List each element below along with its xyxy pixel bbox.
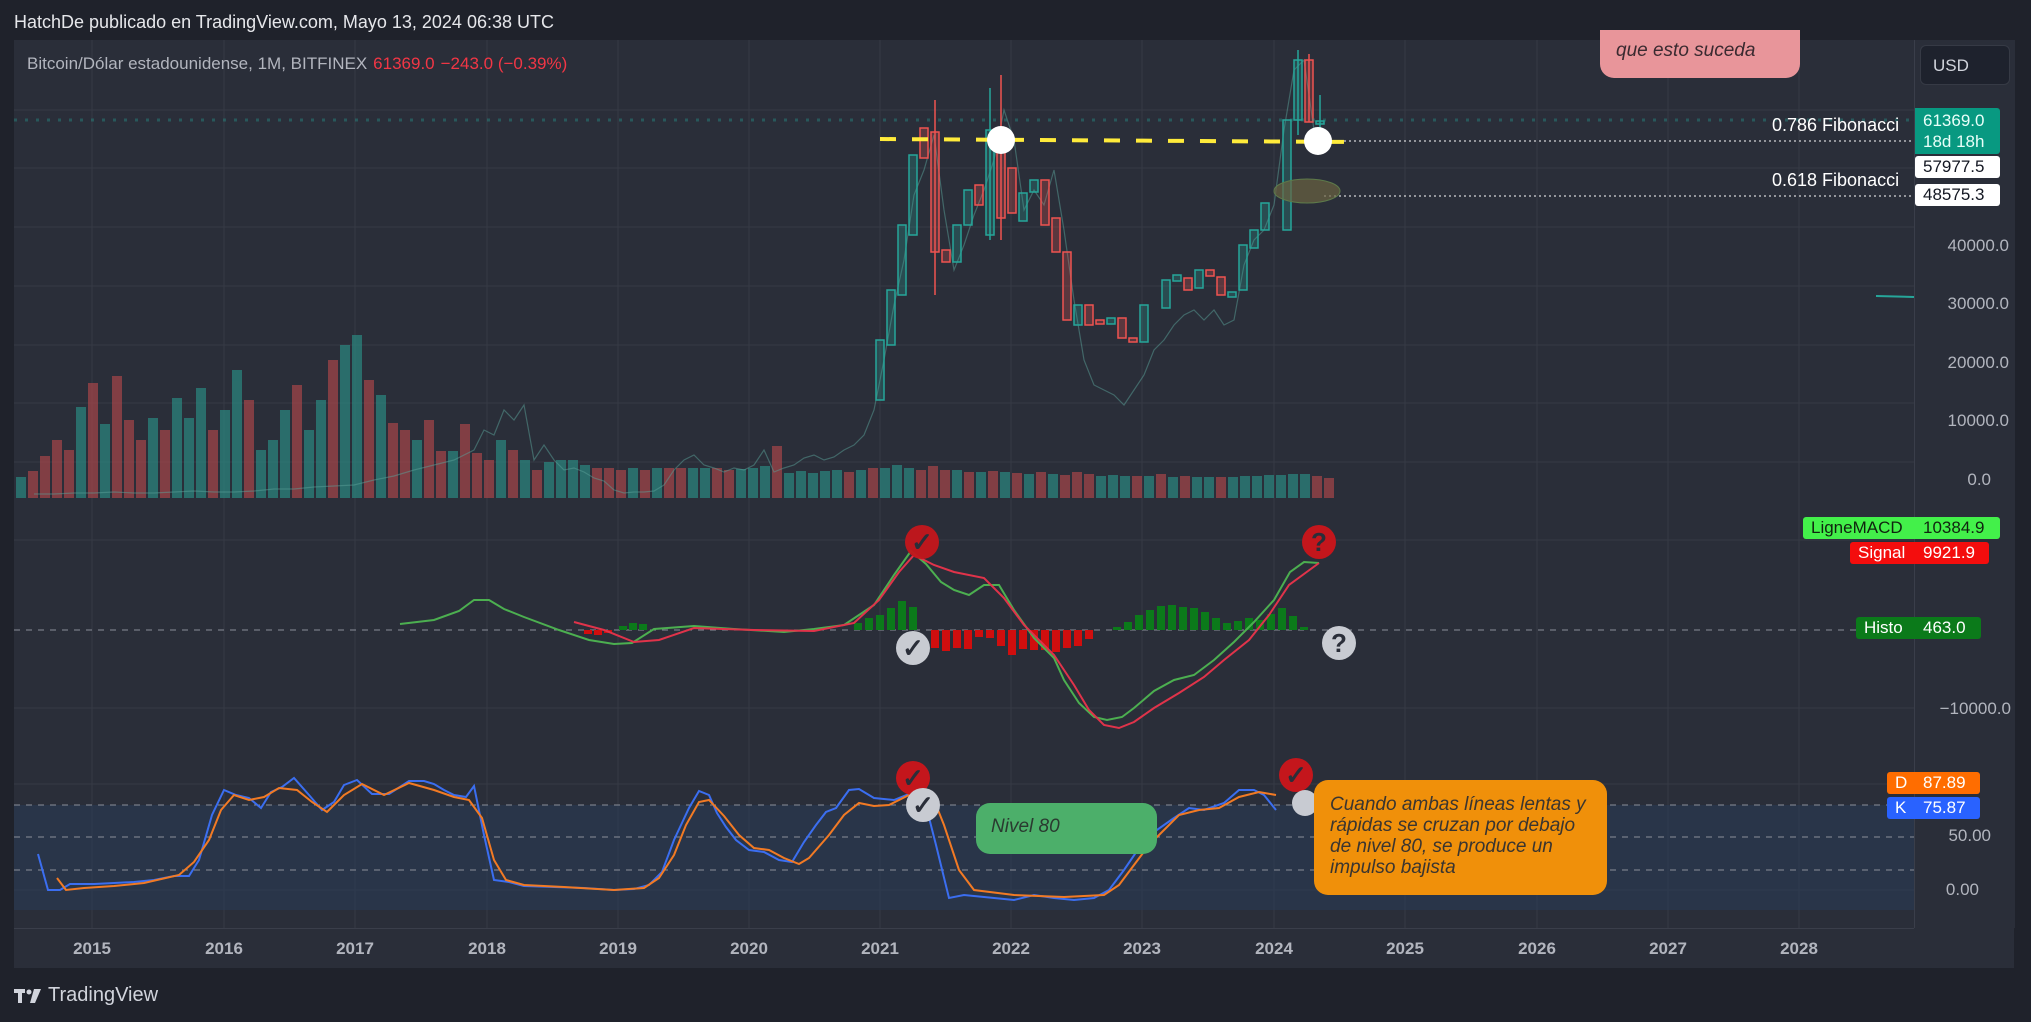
bar-countdown: 18d 18h — [1923, 132, 1985, 151]
stoch-tick-50: 50.00 — [1948, 826, 1991, 845]
x-tick: 2024 — [1255, 939, 1293, 958]
stoch-k-label: K — [1887, 797, 1915, 819]
question-icon-macd-red: ? — [1302, 525, 1336, 559]
signal-value: 9921.9 — [1915, 542, 1989, 564]
time-axis[interactable]: 2015 2016 2017 2018 2019 2020 2021 2022 … — [14, 928, 1914, 969]
note-level80-text: Nivel 80 — [991, 816, 1060, 837]
x-tick: 2023 — [1123, 939, 1161, 958]
currency-button[interactable]: USD — [1920, 45, 2010, 85]
last-price-tag: 61369.0 18d 18h — [1915, 108, 2000, 154]
x-tick: 2021 — [861, 939, 899, 958]
x-tick: 2026 — [1518, 939, 1556, 958]
stoch-tick-0: 0.00 — [1945, 880, 1979, 899]
check-icon-macd: ✓ — [896, 631, 930, 665]
touch-circle-2024 — [1304, 127, 1332, 155]
histo-label: Histo — [1856, 617, 1915, 639]
stoch-k-value: 75.87 — [1915, 797, 1980, 819]
fib786-price-tag: 57977.5 — [1915, 156, 2000, 178]
price-tick-0: 0.0 — [1967, 470, 1991, 489]
x-tick: 2016 — [205, 939, 243, 958]
fib618-highlight — [1273, 178, 1341, 204]
check-icon-stoch-2024: ✓ — [1279, 758, 1313, 792]
brand-text: TradingView — [48, 984, 159, 1006]
cross-mark-icon-macd-peak: ✓ — [905, 525, 939, 559]
stoch-d-value: 87.89 — [1915, 772, 1980, 794]
tradingview-logo-icon — [14, 988, 41, 1003]
signal-label: Signal — [1850, 542, 1915, 564]
note-level80[interactable]: Nivel 80 — [976, 803, 1157, 854]
x-tick: 2020 — [730, 939, 768, 958]
macd-line-label: LigneMACD — [1803, 517, 1915, 539]
symbol-name: Bitcoin/Dólar estadounidense, 1M, BITFIN… — [27, 54, 368, 73]
x-tick: 2019 — [599, 939, 637, 958]
macd-line-value: 10384.9 — [1915, 517, 2000, 539]
symbol-change: −243.0 (−0.39%) — [440, 54, 568, 73]
price-tick-20000: 20000.0 — [1947, 353, 2009, 372]
price-tick-40000: 40000.0 — [1947, 236, 2009, 255]
x-tick: 2022 — [992, 939, 1030, 958]
fib786-label: 0.786 Fibonacci — [1772, 115, 1900, 135]
histo-value: 463.0 — [1915, 617, 1981, 639]
note-top-pink[interactable]: que esto suceda — [1600, 30, 1800, 78]
symbol-legend[interactable]: Bitcoin/Dólar estadounidense, 1M, BITFIN… — [27, 54, 567, 74]
check-icon-stoch-grey: ✓ — [906, 788, 940, 822]
price-candles — [34, 50, 1914, 495]
stoch-d-line — [56, 781, 1277, 899]
x-tick: 2015 — [73, 939, 111, 958]
signal-line — [573, 553, 1320, 730]
fib618-price-tag: 48575.3 — [1915, 184, 2000, 206]
volume-bars — [16, 335, 1334, 498]
note-top-text: que esto suceda — [1616, 40, 1756, 61]
note-stoch-explanation[interactable]: Cuando ambas líneas lentas y rápidas se … — [1314, 780, 1607, 895]
price-tick-30000: 30000.0 — [1947, 294, 2009, 313]
macd-histogram — [584, 601, 1308, 655]
x-tick: 2027 — [1649, 939, 1687, 958]
fib618-label: 0.618 Fibonacci — [1772, 170, 1900, 190]
x-tick: 2025 — [1386, 939, 1424, 958]
marker-icon-stoch-2024 — [1292, 790, 1318, 816]
touch-circle-2021 — [987, 126, 1015, 154]
question-icon-macd-grey: ? — [1322, 626, 1356, 660]
macd-line — [399, 549, 1320, 722]
symbol-last: 61369.0 — [373, 54, 435, 73]
stoch-d-label: D — [1887, 772, 1915, 794]
x-tick: 2018 — [468, 939, 506, 958]
x-tick: 2017 — [336, 939, 374, 958]
macd-tick-neg10000: −10000.0 — [1939, 699, 2011, 718]
tradingview-brand[interactable]: TradingView — [14, 984, 158, 1007]
note-stoch-text: Cuando ambas líneas lentas y rápidas se … — [1330, 794, 1586, 878]
chart-plot[interactable] — [14, 40, 1914, 928]
price-tick-10000: 10000.0 — [1947, 411, 2009, 430]
publish-info: HatchDe publicado en TradingView.com, Ma… — [14, 12, 554, 32]
x-tick: 2028 — [1780, 939, 1818, 958]
last-price-value: 61369.0 — [1923, 111, 1985, 130]
resistance-line[interactable] — [879, 137, 1355, 144]
